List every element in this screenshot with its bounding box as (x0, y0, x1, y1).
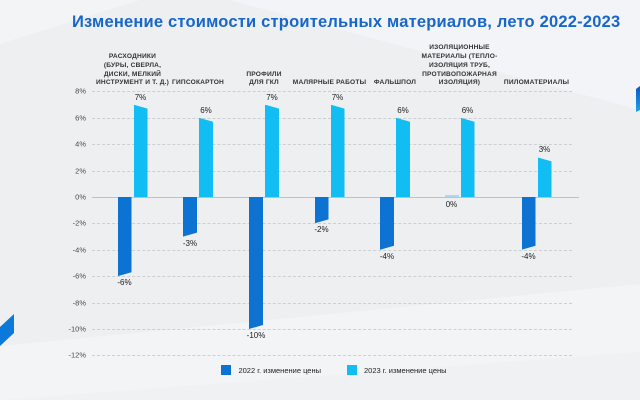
bar-2022-2 (249, 197, 263, 329)
y-axis-tick-label: 6% (75, 113, 86, 123)
value-label-2022: 0% (445, 200, 458, 209)
bar-2022-0 (118, 197, 132, 276)
facet-top-left (0, 0, 140, 44)
bar-2023-4 (396, 117, 410, 197)
legend-swatch-2023 (347, 365, 357, 375)
value-label-2022: -10% (246, 331, 266, 340)
legend-item-2022: 2022 г. изменение цены (221, 365, 321, 375)
bar-2022-3 (315, 197, 329, 223)
grid-line (92, 355, 572, 357)
y-axis-tick-label: 4% (75, 139, 86, 149)
bar-2022-6 (522, 197, 536, 250)
bar-2023-2 (265, 104, 279, 197)
bar-2023-1 (199, 117, 213, 197)
value-label-2023: 6% (397, 105, 409, 115)
accent-right-edge (636, 86, 640, 112)
bar-2023-3 (330, 104, 345, 197)
legend-label: 2023 г. изменение цены (364, 365, 447, 375)
bar-2023-5 (460, 117, 475, 197)
grid-line (92, 276, 572, 278)
y-axis-tick-label: -12% (68, 350, 86, 360)
y-axis-tick-label: -6% (72, 271, 86, 281)
value-label-2022: -4% (379, 251, 395, 261)
bar-2022-5 (444, 195, 459, 197)
baseline-zero (92, 197, 579, 198)
grid-line (92, 249, 572, 251)
value-label-2022: -2% (314, 225, 329, 235)
chart-legend: 2022 г. изменение цены 2023 г. изменение … (14, 365, 640, 375)
facet-top-right (230, 0, 640, 110)
y-axis-tick-label: -8% (72, 298, 86, 308)
chart-title: Изменение стоимости строительных материа… (72, 13, 621, 31)
grid-line (92, 223, 572, 225)
grid-line (92, 91, 572, 93)
grid-line (92, 302, 572, 304)
value-label-2023: 7% (134, 92, 147, 102)
value-label-2023: 6% (200, 105, 212, 115)
y-axis-tick-label: -4% (72, 245, 86, 255)
accent-left-edge (0, 314, 14, 346)
value-label-2022: -6% (117, 278, 132, 288)
value-label-2022: -4% (521, 251, 536, 261)
value-label-2023: 3% (538, 145, 551, 155)
value-label-2023: 7% (331, 92, 344, 102)
y-axis-tick-label: 8% (75, 86, 86, 96)
bar-2022-1 (183, 197, 197, 237)
category-label-0: РАСХОДНИКИ (БУРЫ, СВЕРЛА, ДИСКИ, МЕЛКИЙ … (95, 53, 170, 87)
bar-2023-6 (537, 157, 552, 197)
y-axis-tick-label: -10% (68, 324, 86, 334)
y-axis-tick-label: 0% (75, 192, 86, 202)
legend-swatch-2022 (221, 365, 232, 375)
y-axis-tick-label: 2% (75, 166, 86, 176)
category-label-4: ФАЛЬШПОЛ (373, 79, 417, 87)
category-label-1: ГИПСОКАРТОН (172, 79, 224, 87)
value-label-2022: -3% (182, 238, 198, 248)
value-label-2023: 7% (266, 92, 278, 102)
bar-2022-4 (380, 197, 394, 250)
bar-2023-0 (133, 104, 148, 197)
y-axis-tick-label: -2% (72, 218, 86, 228)
category-label-5: ИЗОЛЯЦИОННЫЕ МАТЕРИАЛЫ (ТЕПЛО- ИЗОЛЯЦИЯ … (421, 44, 498, 87)
category-label-3: МАЛЯРНЫЕ РАБОТЫ (292, 79, 367, 87)
category-label-6: ПИЛОМАТЕРИАЛЫ (503, 79, 570, 87)
category-label-2: ПРОФИЛИ ДЛЯ ГКЛ (246, 70, 282, 87)
grid-line (92, 329, 572, 330)
legend-item-2023: 2023 г. изменение цены (347, 365, 447, 375)
value-label-2023: 6% (461, 105, 474, 115)
facet-bottom-strip (0, 352, 640, 400)
legend-label: 2022 г. изменение цены (238, 365, 321, 375)
